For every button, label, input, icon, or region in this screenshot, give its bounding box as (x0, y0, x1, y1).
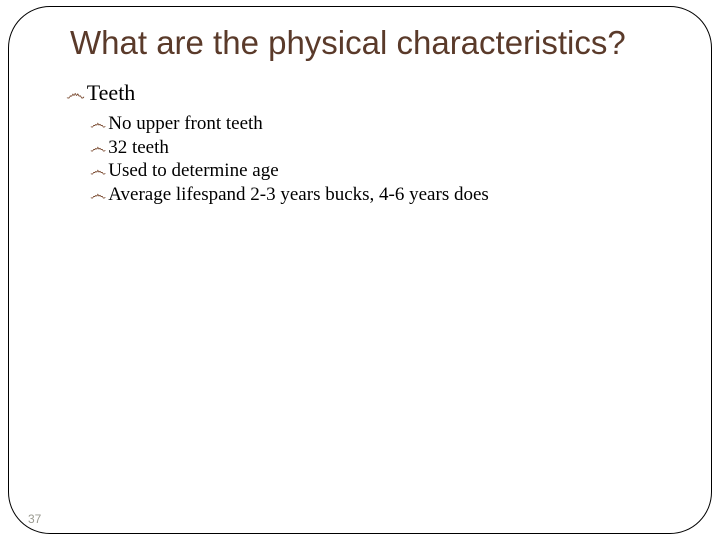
list-item: ෴ 32 teeth (90, 136, 650, 160)
slide-title: What are the physical characteristics? (70, 24, 650, 62)
bullet-icon: ෴ (90, 160, 106, 181)
list-item-text: Teeth (87, 80, 136, 106)
bullet-icon: ෴ (90, 137, 106, 158)
list-item: ෴ Average lifespand 2-3 years bucks, 4-6… (90, 183, 650, 207)
slide-number: 37 (28, 512, 41, 526)
bullet-list-level1: ෴ Teeth ෴ No upper front teeth ෴ 32 teet… (66, 80, 650, 207)
list-item: ෴ Used to determine age (90, 159, 650, 183)
bullet-icon: ෴ (66, 83, 85, 106)
bullet-icon: ෴ (90, 184, 106, 205)
list-item: ෴ No upper front teeth (90, 112, 650, 136)
list-item-text: Average lifespand 2-3 years bucks, 4-6 y… (108, 183, 489, 207)
list-item: ෴ Teeth (66, 80, 650, 106)
list-item-text: 32 teeth (108, 136, 169, 160)
slide-content: What are the physical characteristics? ෴… (70, 24, 650, 207)
bullet-icon: ෴ (90, 113, 106, 134)
list-item-text: Used to determine age (108, 159, 278, 183)
bullet-list-level2: ෴ No upper front teeth ෴ 32 teeth ෴ Used… (90, 112, 650, 207)
list-item-text: No upper front teeth (108, 112, 263, 136)
